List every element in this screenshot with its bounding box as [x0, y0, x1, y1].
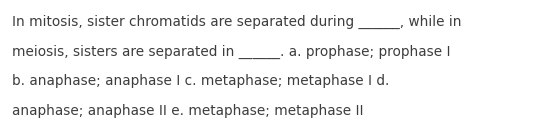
Text: In mitosis, sister chromatids are separated during ______, while in: In mitosis, sister chromatids are separa…: [12, 15, 462, 29]
Text: meiosis, sisters are separated in ______. a. prophase; prophase I: meiosis, sisters are separated in ______…: [12, 45, 451, 59]
Text: anaphase; anaphase II e. metaphase; metaphase II: anaphase; anaphase II e. metaphase; meta…: [12, 104, 364, 118]
Text: b. anaphase; anaphase I c. metaphase; metaphase I d.: b. anaphase; anaphase I c. metaphase; me…: [12, 74, 389, 88]
